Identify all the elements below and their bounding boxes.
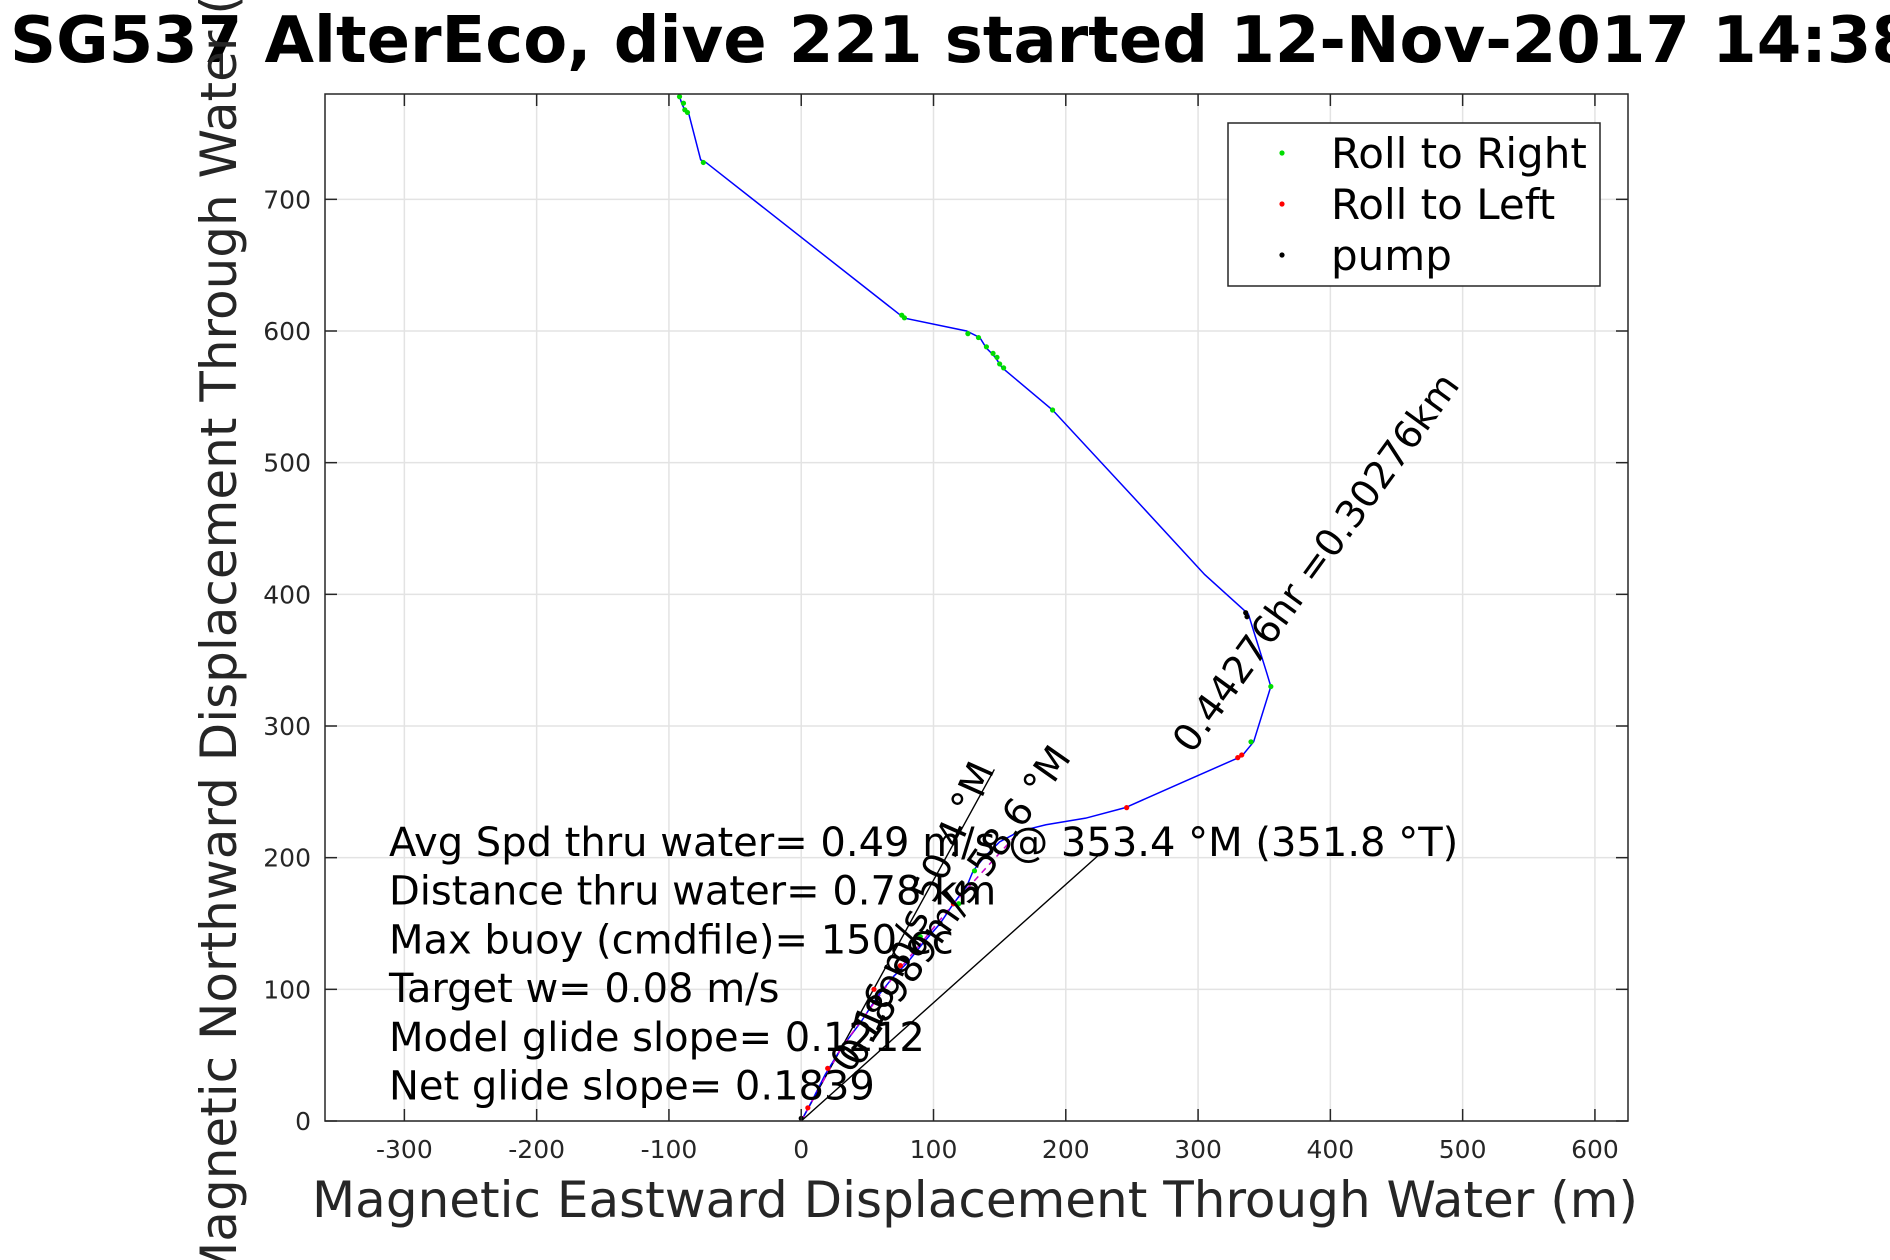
- marker-roll-to-right: [684, 109, 691, 116]
- marker-pump: [937, 920, 943, 927]
- y-tick-label: 300: [263, 712, 311, 741]
- legend-marker: [1279, 150, 1285, 156]
- marker-roll-to-right: [997, 361, 1003, 367]
- x-tick-label: 300: [1174, 1135, 1222, 1164]
- marker-roll-to-left: [1235, 755, 1241, 761]
- marker-roll-to-right: [994, 354, 1000, 360]
- marker-roll-to-left: [950, 901, 956, 907]
- marker-roll-to-left: [871, 986, 877, 992]
- marker-pump: [1243, 610, 1249, 616]
- heading-line: [800, 853, 1101, 1122]
- stat-line: Max buoy (cmdfile)= 150 cc: [389, 917, 954, 963]
- marker-pump: [1244, 614, 1250, 620]
- stat-line: Net glide slope= 0.1839: [389, 1064, 875, 1110]
- legend-entry-label: Roll to Right: [1331, 129, 1587, 178]
- marker-roll-to-right: [1001, 365, 1007, 371]
- chart-title: SG537 AlterEco, dive 221 started 12-Nov-…: [10, 4, 1890, 78]
- marker-roll-to-left: [897, 963, 904, 969]
- marker-roll-to-right: [983, 344, 990, 350]
- stat-line: Target w= 0.08 m/s: [388, 966, 779, 1012]
- marker-roll-to-right: [956, 901, 962, 907]
- marker-roll-to-left: [1124, 805, 1130, 811]
- x-tick-label: 600: [1571, 1135, 1619, 1164]
- x-tick-label: -300: [376, 1135, 433, 1164]
- x-axis-ticks: -300 -200 -100 0 100 200 300 400 500 600: [376, 94, 1619, 1164]
- legend-box: [1227, 122, 1601, 287]
- roll-markers: [676, 94, 1274, 1121]
- diagonal-label: 0.44276hr =0.30276km: [1164, 365, 1468, 761]
- x-tick-label: 200: [1042, 1135, 1090, 1164]
- x-tick-label: 100: [910, 1135, 958, 1164]
- y-tick-label: 400: [263, 580, 311, 609]
- x-tick-label: 400: [1307, 1135, 1355, 1164]
- marker-pump: [911, 947, 917, 953]
- stat-line: Model glide slope= 0.1212: [389, 1015, 925, 1061]
- depth-average-segment: [800, 830, 1021, 1122]
- stats-annotations: Avg Spd thru water= 0.49 m/s @ 353.4 °M …: [388, 820, 1458, 1110]
- y-axis-label: Magnetic Northward Displacement Through …: [190, 0, 248, 1260]
- legend-entry-label: Roll to Left: [1331, 180, 1555, 229]
- stat-line: Avg Spd thru water= 0.49 m/s @ 353.4 °M …: [389, 820, 1458, 866]
- plot-area-frame: [324, 93, 1629, 1122]
- y-tick-label: 0: [295, 1107, 311, 1136]
- marker-roll-to-right: [917, 934, 923, 940]
- x-axis-label: Magnetic Eastward Displacement Through W…: [312, 1171, 1638, 1229]
- x-tick-label: 500: [1439, 1135, 1487, 1164]
- marker-roll-to-right: [1049, 407, 1056, 413]
- y-tick-label: 100: [263, 975, 311, 1004]
- legend-entry-label: pump: [1331, 231, 1452, 280]
- marker-roll-to-right: [901, 315, 908, 321]
- marker-roll-to-right: [971, 868, 978, 874]
- y-tick-label: 200: [263, 844, 311, 873]
- marker-roll-to-right: [1268, 683, 1274, 690]
- legend-marker: [1279, 252, 1285, 258]
- marker-roll-to-left: [805, 1105, 811, 1111]
- y-tick-label: 600: [263, 317, 311, 346]
- legend-marker: [1279, 201, 1285, 207]
- marker-roll-to-right: [676, 94, 683, 100]
- stat-line: Distance thru water= 0.78 km: [389, 869, 996, 915]
- x-tick-label: -100: [641, 1135, 698, 1164]
- y-tick-label: 700: [263, 185, 311, 214]
- marker-roll-to-right: [1248, 739, 1254, 745]
- x-tick-label: 0: [793, 1135, 809, 1164]
- marker-roll-to-right: [965, 331, 971, 337]
- marker-roll-to-right: [975, 334, 982, 341]
- x-tick-label: -200: [508, 1135, 565, 1164]
- y-axis-ticks: 0 100 200 300 400 500 600 700: [263, 185, 1628, 1136]
- marker-roll-to-left: [825, 1065, 831, 1071]
- marker-roll-to-right: [700, 159, 706, 166]
- marker-roll-to-left: [1239, 752, 1245, 758]
- marker-roll-to-right: [990, 350, 996, 356]
- marker-roll-to-right: [680, 100, 687, 106]
- y-tick-label: 500: [263, 449, 311, 478]
